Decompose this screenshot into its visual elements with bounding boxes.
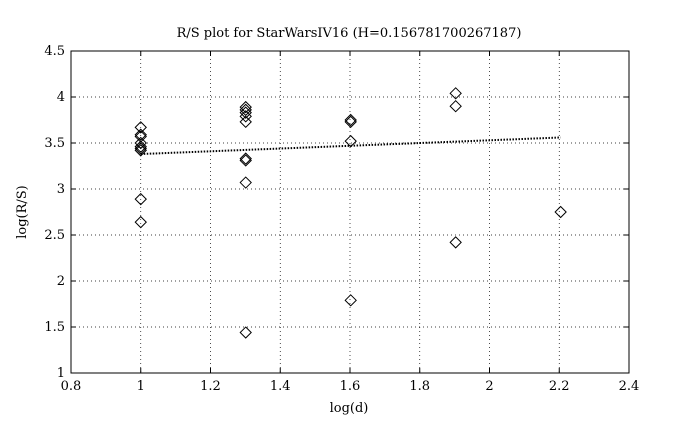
data-point-marker xyxy=(134,121,147,134)
data-point-marker xyxy=(239,100,252,114)
data-point-marker xyxy=(134,128,147,141)
data-points xyxy=(134,87,567,339)
y-tick-label: 3.5 xyxy=(44,136,65,151)
y-tick-label: 1.5 xyxy=(44,320,65,335)
x-axis-label: log(d) xyxy=(330,401,369,416)
x-tick-label: 2.4 xyxy=(619,379,640,394)
data-point-marker xyxy=(239,326,252,339)
data-point-marker xyxy=(134,215,147,229)
data-point-marker xyxy=(239,154,252,167)
x-tick-label: 1.8 xyxy=(409,379,430,394)
data-point-marker xyxy=(344,115,357,129)
data-point-marker xyxy=(344,134,357,148)
data-point-marker xyxy=(134,142,147,155)
y-tick-label: 4 xyxy=(57,90,65,105)
data-point-marker xyxy=(239,152,252,165)
x-tick-labels: 0.8 1 1.2 1.4 1.6 1.8 2 2.2 2.4 xyxy=(61,379,640,394)
x-tick-label: 1.6 xyxy=(340,379,361,394)
x-tick-label: 1.2 xyxy=(200,379,221,394)
x-tick-label: 2.2 xyxy=(549,379,570,394)
data-point-marker xyxy=(344,113,357,127)
fit-line xyxy=(140,136,561,156)
x-tick-label: 0.8 xyxy=(61,379,82,394)
data-point-marker xyxy=(134,130,147,143)
data-point-marker xyxy=(449,236,462,249)
data-point-marker xyxy=(554,205,567,219)
data-point-marker xyxy=(239,110,252,123)
data-point-marker xyxy=(449,87,462,100)
data-point-marker xyxy=(134,192,147,206)
y-tick-label: 2 xyxy=(57,274,65,289)
data-point-marker xyxy=(239,115,252,129)
grid-lines xyxy=(71,51,629,373)
y-tick-label: 3 xyxy=(57,182,65,197)
y-tick-label: 2.5 xyxy=(44,228,65,243)
y-tick-label: 4.5 xyxy=(44,44,65,59)
plot-frame xyxy=(70,50,630,374)
x-tick-label: 1 xyxy=(137,379,145,394)
data-point-marker xyxy=(239,176,252,189)
data-point-marker xyxy=(239,106,252,119)
x-tick-label: 1.4 xyxy=(270,379,291,394)
x-tick-label: 2 xyxy=(485,379,493,394)
data-point-marker xyxy=(134,136,147,150)
axis-ticks xyxy=(70,50,630,374)
chart-title: R/S plot for StarWarsIV16 (H=0.156781700… xyxy=(177,26,522,41)
fit-line-group xyxy=(140,136,561,156)
data-point-marker xyxy=(449,99,462,113)
data-point-marker xyxy=(344,294,357,307)
data-point-marker xyxy=(134,144,147,157)
y-tick-labels: 1 1.5 2 2.5 3 3.5 4 4.5 xyxy=(44,44,65,381)
y-axis-label: log(R/S) xyxy=(15,185,30,239)
data-point-marker xyxy=(134,140,147,153)
data-point-marker xyxy=(239,103,252,117)
y-tick-label: 1 xyxy=(57,366,65,381)
